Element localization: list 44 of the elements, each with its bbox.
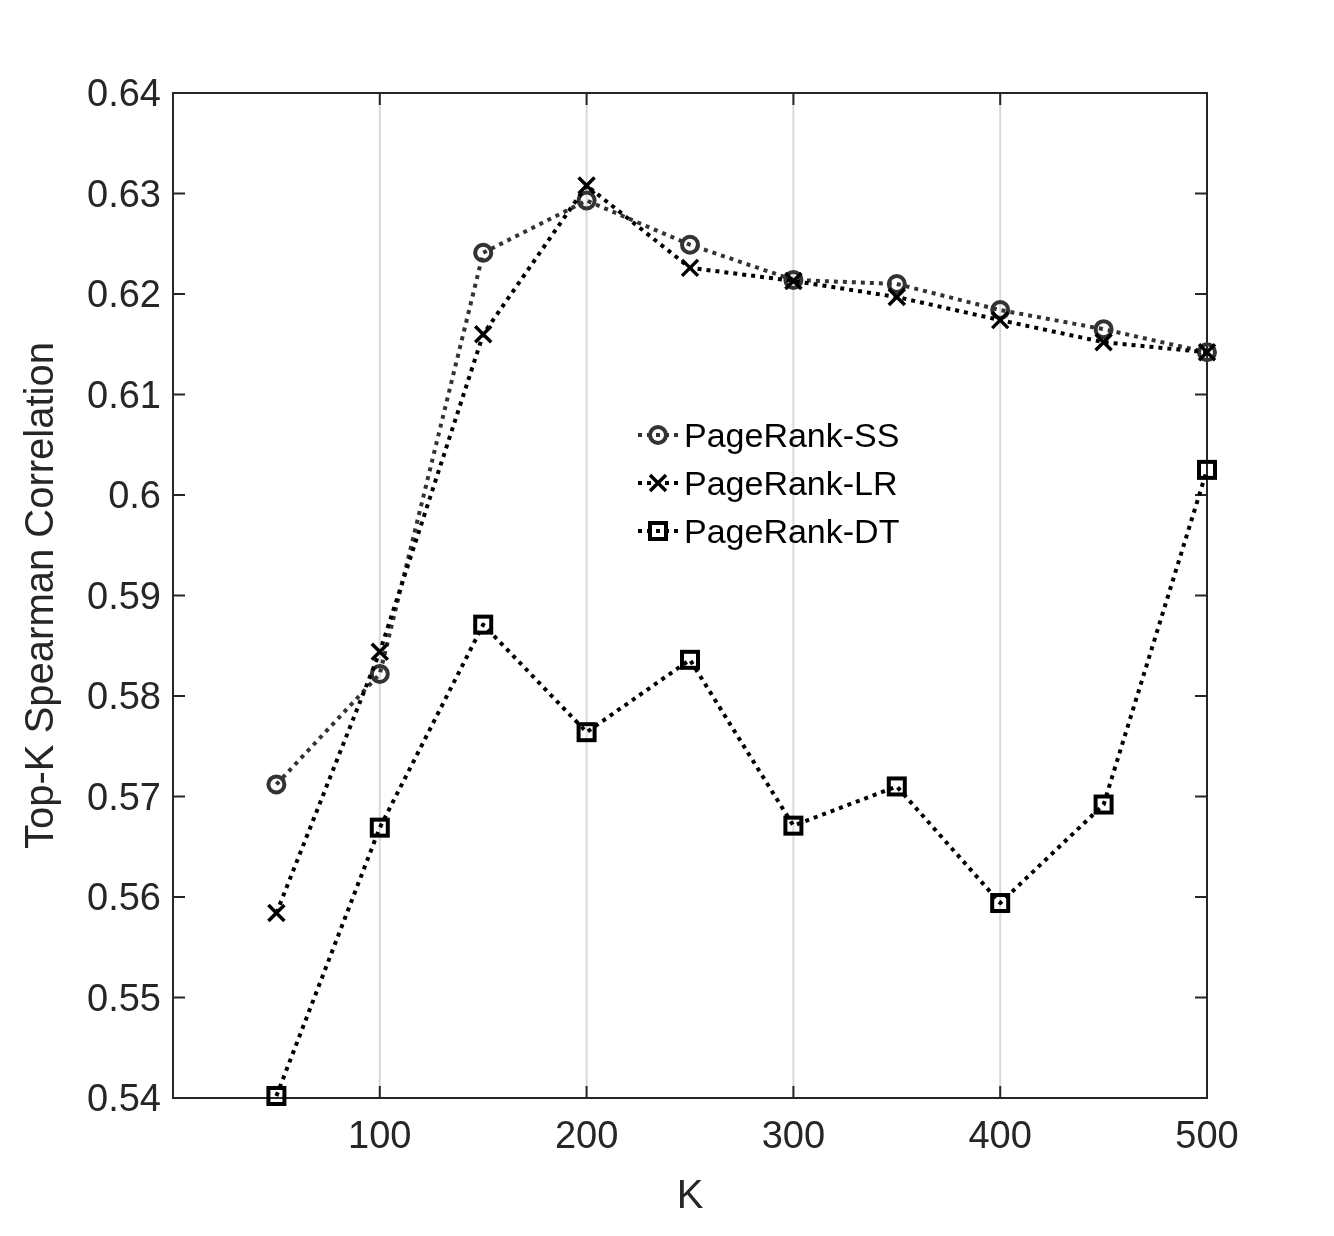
- y-tick-label: 0.62: [87, 273, 161, 315]
- y-tick-label: 0.54: [87, 1077, 161, 1119]
- point: [1093, 332, 1114, 352]
- y-tick-label: 0.55: [87, 976, 161, 1019]
- legend-label: PageRank-SS: [684, 416, 900, 454]
- y-tick-label: 0.58: [87, 675, 161, 717]
- y-tick-label: 0.64: [87, 72, 161, 114]
- x-axis-title: K: [676, 1172, 704, 1216]
- y-tick-label: 0.61: [87, 373, 161, 416]
- x-tick-label: 400: [968, 1114, 1032, 1156]
- point: [370, 642, 390, 662]
- point: [990, 310, 1010, 330]
- point: [680, 234, 700, 255]
- y-tick-label: 0.59: [87, 574, 161, 617]
- x-tick-label: 200: [554, 1114, 619, 1156]
- point: [473, 242, 494, 263]
- y-tick-label: 0.57: [87, 775, 161, 818]
- point: [266, 774, 287, 795]
- point: [886, 776, 907, 797]
- y-axis-title: Top-K Spearman Correlation: [17, 342, 61, 849]
- point: [473, 324, 493, 344]
- point: [576, 722, 597, 743]
- x-tick-label: 300: [761, 1114, 826, 1156]
- point: [680, 649, 700, 670]
- point: [369, 817, 390, 838]
- x-tick-label: 500: [1175, 1114, 1239, 1156]
- legend-label: PageRank-DT: [684, 512, 900, 550]
- point: [473, 614, 494, 635]
- point: [266, 1085, 287, 1106]
- y-tick-label: 0.6: [108, 474, 161, 516]
- point: [887, 287, 907, 307]
- legend-label: PageRank-LR: [684, 464, 898, 502]
- y-tick-label: 0.56: [87, 876, 161, 918]
- point: [266, 903, 287, 923]
- point: [990, 893, 1011, 914]
- x-tick-label: 100: [348, 1114, 412, 1156]
- point: [576, 190, 597, 211]
- point: [1093, 794, 1114, 815]
- point: [783, 815, 804, 836]
- point: [680, 258, 700, 278]
- point: [1197, 459, 1217, 480]
- point: [369, 663, 390, 684]
- y-tick-label: 0.63: [87, 172, 161, 215]
- point: [576, 175, 597, 196]
